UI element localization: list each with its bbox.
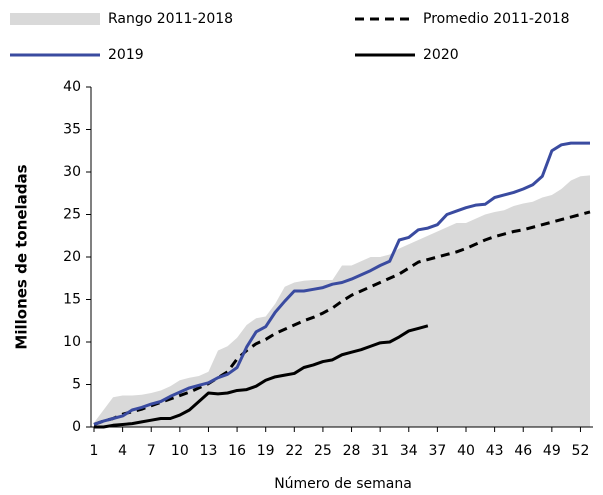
x-tick-label: 7 [147,443,156,459]
x-tick-label: 31 [371,443,389,459]
legend-swatch [10,13,100,25]
x-tick-label: 22 [285,443,303,459]
series-line [94,324,429,429]
series-line [93,141,590,426]
x-tick-label: 28 [343,443,361,459]
x-tick-label: 43 [486,443,504,459]
x-tick-label: 10 [171,443,189,459]
y-tick-label: 0 [72,419,81,435]
x-tick-label: 19 [257,443,275,459]
y-axis-title: Millones de toneladas [13,164,31,349]
y-tick-label: 30 [63,164,81,180]
x-tick-label: 37 [428,443,446,459]
legend-label: 2020 [423,47,459,63]
y-tick-label: 20 [63,249,81,265]
x-tick-label: 13 [200,443,218,459]
y-tick-label: 35 [63,122,81,138]
y-tick-label: 40 [63,79,81,95]
x-tick-label: 1 [90,443,99,459]
y-tick-label: 10 [63,334,81,350]
x-tick-label: 25 [314,443,332,459]
legend-label: Promedio 2011-2018 [423,11,570,27]
y-tick-label: 25 [63,207,81,223]
x-tick-label: 52 [572,443,590,459]
x-tick-label: 34 [400,443,418,459]
x-axis-title: Número de semana [274,476,412,492]
y-tick-label: 5 [72,377,81,393]
y-tick-label: 15 [63,292,81,308]
legend-label: Rango 2011-2018 [108,11,233,27]
x-tick-label: 4 [118,443,127,459]
x-tick-label: 16 [228,443,246,459]
x-tick-label: 46 [514,443,532,459]
x-tick-label: 40 [457,443,475,459]
legend-label: 2019 [108,47,144,63]
x-tick-label: 49 [543,443,561,459]
range-area [94,175,590,427]
